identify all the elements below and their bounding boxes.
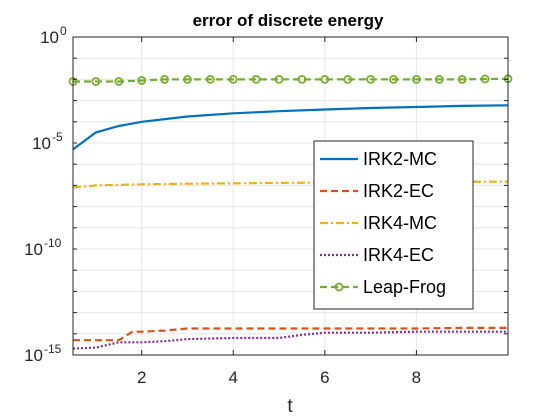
- y-tick-label: 10 -5: [32, 130, 63, 153]
- y-tick-base: 10: [32, 134, 51, 153]
- legend-label: Leap-Frog: [363, 277, 446, 297]
- legend-marker-leap-frog: [334, 282, 344, 292]
- series-group: [68, 74, 513, 350]
- series-point-leap-frog: [137, 76, 147, 85]
- series-point-leap-frog: [251, 75, 261, 84]
- series-point-leap-frog: [412, 75, 421, 84]
- series-point-leap-frog: [343, 75, 353, 84]
- legend-label: IRK2-EC: [363, 181, 434, 201]
- series-line-irk2-ec: [73, 326, 508, 342]
- x-tick-label: 8: [412, 368, 421, 387]
- y-tick-exponent: -5: [52, 130, 63, 144]
- x-tick-label: 2: [137, 368, 146, 387]
- series-point-leap-frog: [320, 75, 330, 84]
- x-ticks: 2 4 6 8: [137, 37, 421, 387]
- x-tick-label: 4: [229, 368, 238, 387]
- series-point-leap-frog: [457, 75, 467, 84]
- y-tick-label: 10 -15: [24, 342, 62, 365]
- series-line-irk2-mc: [72, 104, 509, 151]
- series-point-leap-frog: [297, 75, 307, 84]
- series-point-leap-frog: [274, 75, 284, 84]
- series-point-leap-frog: [205, 75, 215, 84]
- series-point-leap-frog: [389, 75, 398, 84]
- y-tick-label: 10 0: [40, 24, 67, 47]
- legend: IRK2-MC IRK2-EC IRK4-MC IRK4-EC Leap-Frog: [313, 140, 474, 310]
- series-point-leap-frog: [160, 75, 169, 84]
- series-point-leap-frog: [183, 75, 192, 84]
- series-point-leap-frog: [114, 77, 124, 86]
- legend-label: IRK4-EC: [363, 245, 434, 265]
- series-point-leap-frog: [91, 77, 101, 86]
- legend-label: IRK2-MC: [363, 149, 437, 169]
- y-tick-exponent: -10: [44, 236, 62, 250]
- chart-title: error of discrete energy: [193, 11, 384, 30]
- x-axis-label: t: [287, 396, 293, 417]
- series-point-leap-frog: [366, 75, 376, 84]
- y-tick-base: 10: [24, 346, 43, 365]
- y-tick-label: 10 -10: [24, 236, 62, 259]
- y-tick-base: 10: [24, 240, 43, 259]
- x-tick-label: 6: [320, 368, 329, 387]
- series-point-leap-frog: [228, 75, 238, 84]
- series-point-leap-frog: [434, 75, 444, 84]
- series-line-irk4-ec: [72, 330, 508, 350]
- y-tick-exponent: -15: [44, 342, 62, 356]
- y-tick-base: 10: [40, 28, 59, 47]
- legend-label: IRK4-MC: [363, 213, 437, 233]
- series-point-leap-frog: [480, 74, 490, 84]
- legend-box: [313, 140, 474, 310]
- axes-box: [72, 36, 509, 356]
- y-tick-exponent: 0: [60, 24, 67, 38]
